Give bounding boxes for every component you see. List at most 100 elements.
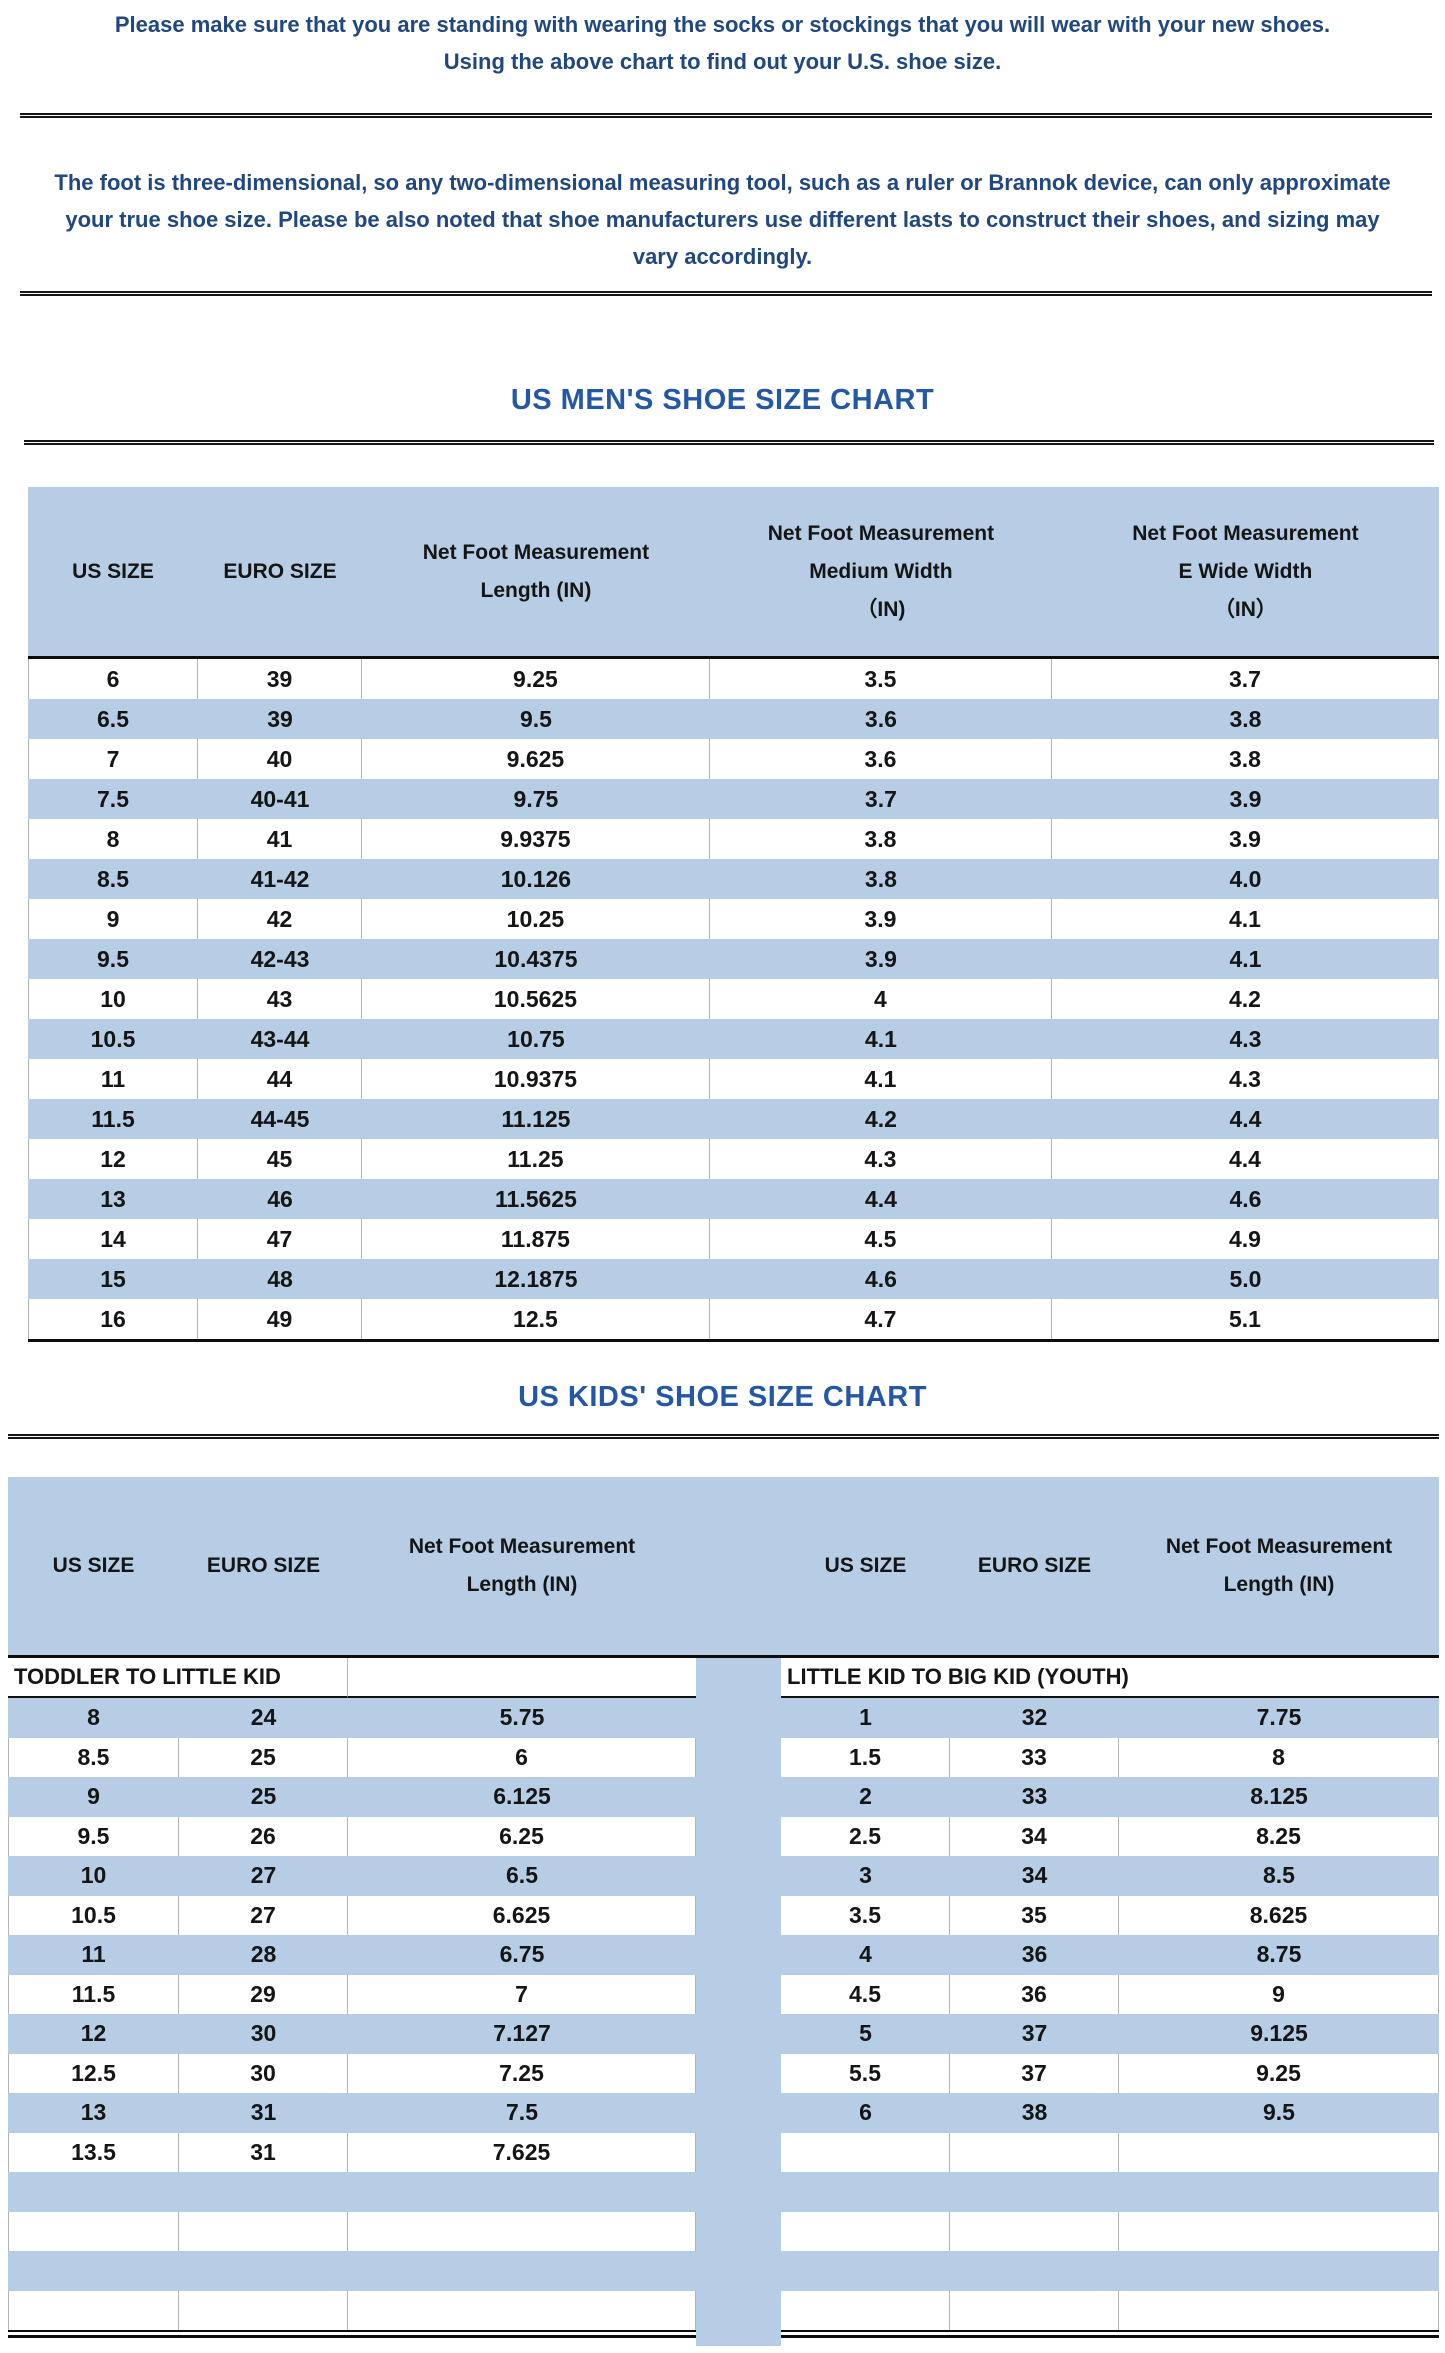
us-size-cell: 10.5 xyxy=(8,1895,179,1935)
wide-width-cell: 3.8 xyxy=(1052,739,1439,779)
wide-width-cell: 4.3 xyxy=(1229,1025,1262,1052)
length-cell xyxy=(348,2290,697,2330)
table-row: 15 48 12.1875 4.6 5.0 xyxy=(28,1259,1439,1299)
length-cell xyxy=(348,2251,696,2291)
us-size-cell: 10.5 xyxy=(90,1025,136,1052)
us-size-cell: 9.5 xyxy=(8,1816,179,1856)
euro-size-cell: 25 xyxy=(179,1737,348,1777)
us-size-cell xyxy=(8,2290,179,2330)
us-size-cell: 5.5 xyxy=(781,2053,951,2093)
table-row: 8 41 9.9375 3.8 3.9 xyxy=(28,819,1439,859)
medium-width-cell: 4 xyxy=(710,979,1052,1019)
length-cell xyxy=(348,2211,697,2251)
euro-size-cell xyxy=(179,2290,348,2330)
section-label-row: TODDLER TO LITTLE KID LITTLE KID TO BIG … xyxy=(8,1658,1439,1698)
euro-size-cell: 47 xyxy=(198,1219,362,1259)
us-size-cell xyxy=(8,2172,179,2212)
us-size-cell xyxy=(781,2290,951,2330)
euro-size-cell: 36 xyxy=(1021,1941,1048,1968)
length-cell: 9.25 xyxy=(362,659,710,699)
length-cell: 12.5 xyxy=(362,1299,710,1339)
length-cell: 7 xyxy=(348,1974,697,2014)
us-size-cell: 9 xyxy=(87,1783,100,1810)
euro-size-cell: 44-45 xyxy=(250,1105,310,1132)
length-cell: 6.25 xyxy=(348,1816,697,1856)
table-row: 7.5 40-41 9.75 3.7 3.9 xyxy=(28,779,1439,819)
table-row xyxy=(8,2211,1439,2251)
euro-size-cell: 43 xyxy=(198,979,362,1019)
euro-size-cell: 30 xyxy=(250,2020,277,2047)
medium-width-cell: 3.8 xyxy=(710,819,1052,859)
wide-width-cell: 5.0 xyxy=(1229,1265,1262,1292)
us-size-cell xyxy=(781,2172,950,2212)
length-cell: 9.25 xyxy=(1119,2053,1439,2093)
mens-table-header: US SIZE EURO SIZE Net Foot Measurement L… xyxy=(28,487,1439,659)
medium-width-cell: 4.1 xyxy=(864,1025,897,1052)
euro-size-cell xyxy=(179,2211,348,2251)
euro-size-cell: 26 xyxy=(179,1816,348,1856)
wide-width-cell: 3.9 xyxy=(1052,819,1439,859)
euro-size-cell: 34 xyxy=(950,1816,1120,1856)
us-size-cell: 8.5 xyxy=(97,865,129,892)
us-size-cell: 1.5 xyxy=(781,1737,951,1777)
header-length-right: Net Foot Measurement Length (IN) xyxy=(1165,1535,1393,1596)
length-cell: 10.5625 xyxy=(362,979,710,1019)
medium-width-cell: 3.7 xyxy=(864,785,897,812)
table-row: 9.5 42-43 10.4375 3.9 4.1 xyxy=(28,939,1439,979)
table-row xyxy=(8,2290,1439,2330)
length-cell: 7.127 xyxy=(493,2020,551,2047)
table-row: 11 44 10.9375 4.1 4.3 xyxy=(28,1059,1439,1099)
length-cell xyxy=(348,2172,696,2212)
euro-size-cell: 43-44 xyxy=(250,1025,310,1052)
medium-width-cell: 3.6 xyxy=(710,739,1052,779)
euro-size-cell xyxy=(950,2211,1120,2251)
euro-size-cell: 38 xyxy=(1021,2099,1048,2126)
medium-width-cell: 4.2 xyxy=(864,1105,897,1132)
us-size-cell: 7 xyxy=(28,739,199,779)
table-row: 10.5 27 6.625 3.5 35 8.625 xyxy=(8,1895,1439,1935)
euro-size-cell xyxy=(179,2172,348,2212)
us-size-cell xyxy=(781,2211,951,2251)
length-cell: 11.875 xyxy=(362,1219,710,1259)
medium-width-cell: 4.7 xyxy=(710,1299,1052,1339)
us-size-cell: 12 xyxy=(28,1139,199,1179)
length-cell xyxy=(1119,2172,1439,2212)
section-label-toddler: TODDLER TO LITTLE KID xyxy=(8,1658,348,1698)
us-size-cell: 10 xyxy=(28,979,199,1019)
euro-size-cell xyxy=(950,2251,1119,2291)
euro-size-cell: 41-42 xyxy=(250,865,310,892)
us-size-cell: 11.5 xyxy=(91,1105,135,1132)
euro-size-cell xyxy=(950,2132,1120,2172)
header-length-left: Net Foot Measurement Length (IN) xyxy=(408,1535,636,1596)
length-cell: 10.9375 xyxy=(362,1059,710,1099)
medium-width-cell: 3.9 xyxy=(710,899,1052,939)
euro-size-cell: 34 xyxy=(1021,1862,1048,1889)
euro-size-cell: 31 xyxy=(179,2132,348,2172)
divider-column xyxy=(696,1658,782,2346)
us-size-cell: 6 xyxy=(859,2099,872,2126)
length-cell xyxy=(1119,2132,1439,2172)
medium-width-cell: 4.3 xyxy=(710,1139,1052,1179)
medium-width-cell: 3.8 xyxy=(864,865,897,892)
divider-rule-kids xyxy=(8,1434,1439,1439)
length-cell: 9.625 xyxy=(362,739,710,779)
medium-width-cell: 3.9 xyxy=(864,945,897,972)
table-row: 8.5 25 6 1.5 33 8 xyxy=(8,1737,1439,1777)
header-length: Net Foot Measurement Length (IN) xyxy=(422,540,650,602)
us-size-cell: 11 xyxy=(28,1059,199,1099)
euro-size-cell: 39 xyxy=(267,705,293,732)
length-cell: 5.75 xyxy=(499,1704,545,1731)
length-cell: 11.25 xyxy=(362,1139,710,1179)
euro-size-cell: 31 xyxy=(250,2099,277,2126)
us-size-cell: 12 xyxy=(80,2020,107,2047)
table-row: 7 40 9.625 3.6 3.8 xyxy=(28,739,1439,779)
medium-width-cell: 3.5 xyxy=(710,659,1052,699)
length-cell: 8.125 xyxy=(1250,1783,1308,1810)
euro-size-cell: 28 xyxy=(250,1941,277,1968)
table-bottom-border xyxy=(8,2330,1439,2338)
divider-rule-note xyxy=(20,291,1432,296)
table-row: 11.5 44-45 11.125 4.2 4.4 xyxy=(28,1099,1439,1139)
table-row: 13.5 31 7.625 xyxy=(8,2132,1439,2172)
euro-size-cell: 33 xyxy=(1021,1783,1048,1810)
